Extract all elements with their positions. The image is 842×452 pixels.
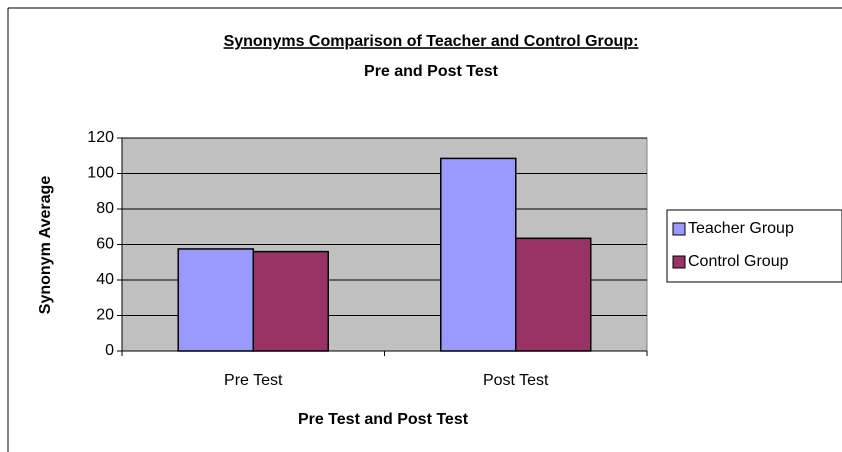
bar (515, 237, 592, 352)
x-axis-label: Pre Test and Post Test (298, 411, 469, 428)
y-tick-label: 80 (96, 200, 114, 217)
legend-swatch (672, 255, 686, 269)
y-tick-label: 20 (96, 307, 114, 324)
legend-label: Control Group (688, 253, 789, 270)
bar (440, 157, 517, 352)
chart-subtitle: Pre and Post Test (364, 63, 499, 80)
legend-swatch (672, 222, 686, 236)
bar (252, 250, 329, 352)
y-tick-label: 120 (87, 129, 114, 146)
legend-box (666, 209, 842, 283)
y-tick-label: 60 (96, 236, 114, 253)
y-axis-label: Synonym Average (37, 176, 54, 315)
y-tick-label: 100 (87, 165, 114, 182)
y-tick-label: 0 (105, 342, 114, 359)
chart-title: Synonyms Comparison of Teacher and Contr… (224, 33, 639, 50)
legend-label: Teacher Group (688, 220, 794, 237)
bar (177, 248, 254, 352)
x-tick-label: Pre Test (224, 372, 283, 389)
x-tick-label: Post Test (483, 372, 549, 389)
y-tick-label: 40 (96, 271, 114, 288)
